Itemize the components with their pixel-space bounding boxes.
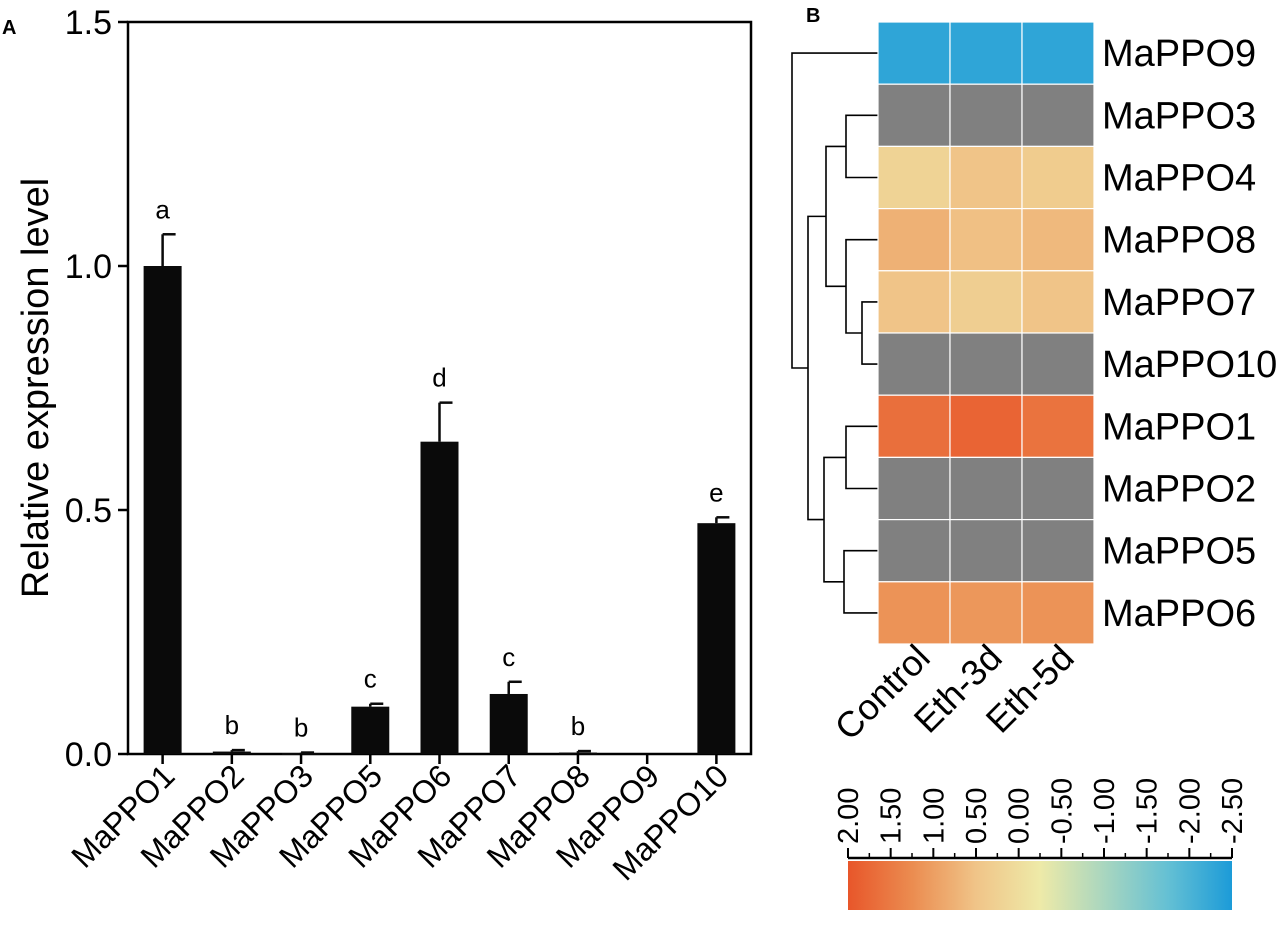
heatmap-cell [949, 394, 1023, 459]
row-label: MaPPO4 [1102, 158, 1256, 200]
heatmap-row-labels: MaPPO9 MaPPO3 MaPPO4 MaPPO8 MaPPO7 MaPPO10 MaP… [1102, 33, 1277, 635]
heatmap-cell [877, 394, 951, 459]
colorbar-axis: 2.00 1.50 1.00 0.50 0.00 -0.50 -1.00 -1.50 -2.00… [833, 778, 1249, 860]
heatmap-cell [1021, 394, 1095, 459]
row-label: MaPPO8 [1102, 220, 1256, 262]
bar-mappo8 [558, 752, 597, 755]
heatmap-cell [877, 581, 951, 645]
heatmap-cell [877, 456, 951, 521]
colorbar [848, 861, 1232, 910]
colorbar-tick-label: 2.00 [833, 788, 865, 844]
row-label: MaPPO10 [1102, 344, 1277, 386]
heatmap-cell [1021, 270, 1095, 334]
row-label: MaPPO6 [1102, 593, 1256, 635]
heatmap-cell [1021, 456, 1095, 521]
dendrogram-branch [861, 301, 878, 365]
column-label: Control [827, 637, 938, 748]
colorbar-tick-label: -1.50 [1132, 778, 1164, 844]
y-axis-label: Relative expression level [15, 178, 57, 598]
row-label: MaPPO5 [1102, 531, 1256, 573]
heatmap-cell [877, 332, 951, 396]
heatmap-cell [877, 270, 951, 334]
colorbar-tick-label: -1.00 [1089, 778, 1121, 844]
heatmap-cell [949, 208, 1023, 272]
heatmap-cell [877, 208, 951, 272]
heatmap-cell [1021, 208, 1095, 272]
heatmap-grid [877, 21, 1095, 645]
bar-mappo10 [697, 523, 736, 754]
colorbar-tick-label: 0.50 [961, 788, 993, 844]
dendrogram-branch [825, 145, 846, 288]
colorbar-tick-label: 1.00 [918, 788, 950, 844]
heatmap-cell [1021, 332, 1095, 396]
heatmap-cell [949, 270, 1023, 334]
row-label: MaPPO7 [1102, 282, 1256, 324]
panel-a-label: A [2, 17, 16, 39]
heatmap-cell [877, 21, 951, 85]
heatmap-cell [949, 21, 1023, 85]
panel-b: B MaPPO9MaPPO3MaPPO4MaPPO8MaPPO7MaPPO10M… [791, 5, 1277, 910]
heatmap-cell [877, 145, 951, 210]
heatmap-cell [949, 456, 1023, 521]
heatmap-cell [949, 518, 1023, 583]
panel-a: A 0.0 0.5 1.0 1.5 Relative expression level… [2, 4, 753, 887]
y-tick-label: 0.0 [65, 736, 112, 774]
significance-letter: c [364, 664, 377, 694]
colorbar-tick-label: 1.50 [876, 788, 908, 844]
heatmap-cell [949, 332, 1023, 396]
heatmap-cell [877, 518, 951, 583]
dendrogram-branch [845, 425, 878, 490]
row-label: MaPPO9 [1102, 33, 1256, 75]
heatmap-cell [1021, 21, 1095, 85]
dendrogram-branch [823, 456, 846, 583]
y-axis: 0.0 0.5 1.0 1.5 [65, 4, 128, 774]
significance-letter: d [432, 363, 446, 393]
y-tick-label: 1.5 [65, 4, 112, 42]
heatmap-cell [949, 145, 1023, 210]
dendrogram-branch [791, 52, 878, 369]
row-label: MaPPO3 [1102, 95, 1256, 137]
colorbar-tick-label: -2.00 [1174, 778, 1206, 844]
x-axis: MaPPO1MaPPO2MaPPO3MaPPO5MaPPO6MaPPO7MaPP… [64, 754, 735, 887]
colorbar-tick-label: 0.00 [1004, 788, 1036, 844]
significance-letter: b [294, 713, 308, 743]
row-label: MaPPO1 [1102, 406, 1256, 448]
bar-mappo1 [143, 266, 182, 754]
significance-letter: e [709, 477, 723, 507]
row-label: MaPPO2 [1102, 469, 1256, 511]
significance-letter: b [225, 710, 239, 740]
heatmap-cell [949, 83, 1023, 147]
y-tick-label: 0.5 [65, 492, 112, 530]
significance-letter: a [155, 194, 170, 224]
heatmap-cell [949, 581, 1023, 645]
bar-mappo7 [489, 693, 528, 754]
dendrogram-branch [843, 549, 878, 614]
panel-b-label: B [806, 5, 820, 27]
heatmap-cell [1021, 83, 1095, 147]
significance-letter: c [502, 642, 515, 672]
colorbar-tick-label: -0.50 [1046, 778, 1078, 844]
colorbar-tick-label: -2.50 [1217, 778, 1249, 844]
dendrogram-branch [845, 114, 878, 179]
significance-letter: b [571, 711, 585, 741]
heatmap-cell [1021, 518, 1095, 583]
y-tick-label: 1.0 [65, 248, 112, 286]
heatmap-cell [1021, 581, 1095, 645]
row-dendrogram [791, 52, 878, 614]
bar-mappo6 [420, 441, 459, 754]
bar-series: a b b c d c b e [143, 194, 736, 756]
bar-mappo2 [212, 751, 251, 754]
bar-mappo5 [351, 706, 390, 754]
heatmap-cell [877, 83, 951, 147]
heatmap-cell [1021, 145, 1095, 210]
